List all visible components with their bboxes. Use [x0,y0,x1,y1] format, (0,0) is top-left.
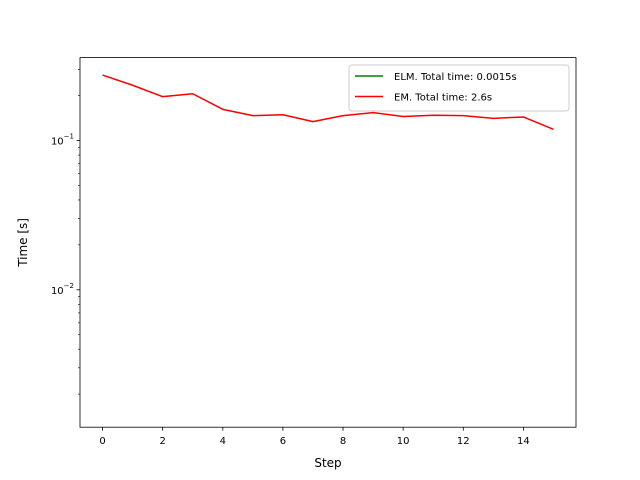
y-axis-label: Time [s] [16,218,30,268]
x-axis-label: Step [314,456,341,470]
legend-label-0: ELM. Total time: 0.0015s [394,72,517,83]
x-tick-label: 14 [517,436,530,447]
y-tick-label: 10−2 [51,282,74,297]
plot-frame [79,57,577,428]
x-tick-label: 10 [397,436,410,447]
y-tick-label: 10−1 [51,133,74,148]
x-tick-label: 6 [280,436,286,447]
series-line-1 [102,74,554,131]
legend-label-1: EM. Total time: 2.6s [394,93,492,104]
legend-box [348,64,570,112]
legend: ELM. Total time: 0.0015s EM. Total time: … [348,64,570,112]
x-tick-label: 2 [159,436,165,447]
x-axis-ticks: 0 2 4 6 8 10 12 14 [99,427,530,447]
plot-marks [102,74,554,131]
x-tick-label: 12 [457,436,470,447]
x-tick-label: 4 [220,436,226,447]
x-tick-label: 0 [99,436,105,447]
x-tick-label: 8 [340,436,346,447]
